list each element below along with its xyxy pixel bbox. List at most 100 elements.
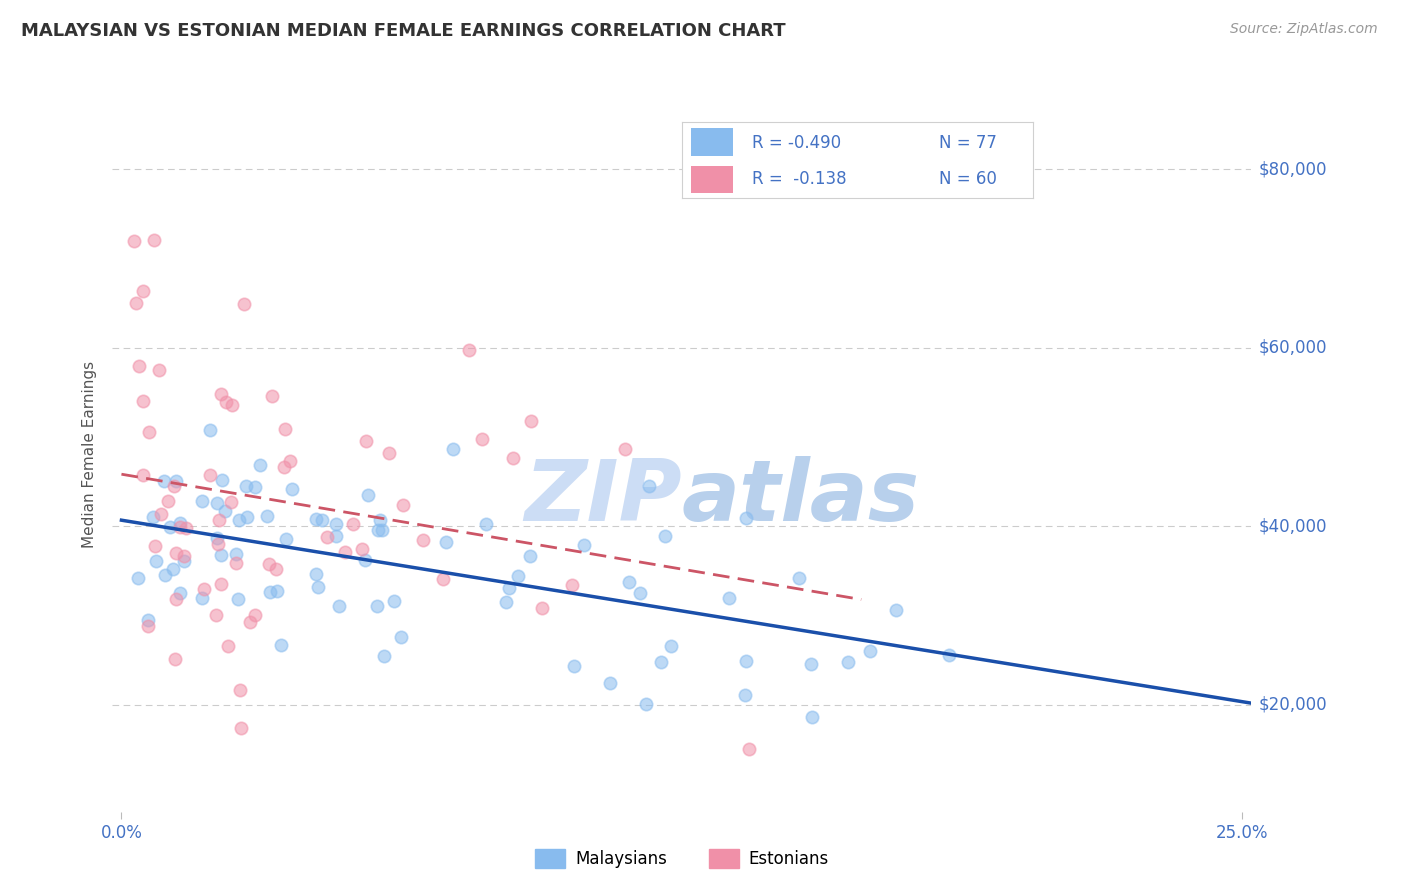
Point xyxy=(165,652,187,666)
Point xyxy=(738,742,761,756)
Point xyxy=(659,639,682,653)
Point xyxy=(325,516,347,531)
Point xyxy=(801,710,824,724)
Point xyxy=(441,442,464,456)
Point xyxy=(243,480,266,494)
Point xyxy=(159,520,181,534)
Point xyxy=(259,584,281,599)
Point xyxy=(305,566,328,581)
Point xyxy=(209,387,232,401)
Point xyxy=(165,591,187,606)
Point xyxy=(311,513,333,527)
Point xyxy=(307,581,329,595)
Point xyxy=(389,630,412,644)
Point xyxy=(368,512,391,526)
Point xyxy=(718,591,741,605)
Point xyxy=(207,496,229,510)
Point xyxy=(325,528,347,542)
Point xyxy=(132,468,155,483)
Text: R = -0.490: R = -0.490 xyxy=(752,134,841,152)
Point xyxy=(209,577,232,591)
Point xyxy=(191,494,214,508)
Text: $40,000: $40,000 xyxy=(1258,517,1327,535)
Point xyxy=(373,648,395,663)
Point xyxy=(142,233,165,247)
Point xyxy=(132,394,155,409)
Point xyxy=(127,571,149,585)
Point xyxy=(562,659,585,673)
Point xyxy=(193,582,215,596)
Point xyxy=(173,554,195,568)
Point xyxy=(328,599,350,613)
Point xyxy=(138,425,160,439)
Point xyxy=(259,557,281,571)
Point xyxy=(125,296,148,310)
Point xyxy=(165,474,187,488)
Point xyxy=(132,284,155,298)
Point xyxy=(357,488,380,502)
Point xyxy=(198,423,221,437)
Point xyxy=(520,414,543,428)
Point xyxy=(333,545,356,559)
Point xyxy=(498,581,520,595)
Point xyxy=(169,520,191,534)
Point xyxy=(475,516,498,531)
Point xyxy=(274,421,297,435)
Point xyxy=(142,509,165,524)
Point xyxy=(207,537,229,551)
Point xyxy=(637,479,659,493)
Point xyxy=(506,568,529,582)
Point xyxy=(165,546,187,560)
Point xyxy=(735,511,758,525)
Point xyxy=(574,538,596,552)
Point xyxy=(735,654,758,668)
Text: $80,000: $80,000 xyxy=(1258,161,1327,178)
Point xyxy=(198,468,221,483)
Point xyxy=(231,721,253,735)
Point xyxy=(221,495,243,509)
Point xyxy=(169,586,191,600)
Point xyxy=(354,434,377,448)
Point xyxy=(837,656,859,670)
Point xyxy=(163,479,186,493)
Point xyxy=(209,548,232,562)
Point xyxy=(617,575,640,590)
Point xyxy=(378,446,401,460)
Point xyxy=(614,442,637,457)
Point xyxy=(264,562,287,576)
Point xyxy=(221,398,243,412)
Y-axis label: Median Female Earnings: Median Female Earnings xyxy=(82,361,97,549)
Point xyxy=(239,615,262,629)
Point xyxy=(938,648,960,662)
Point xyxy=(217,640,239,654)
Point xyxy=(225,556,247,570)
Point xyxy=(208,513,231,527)
Text: atlas: atlas xyxy=(682,456,920,540)
Point xyxy=(316,530,339,544)
Point xyxy=(859,643,882,657)
Text: MALAYSIAN VS ESTONIAN MEDIAN FEMALE EARNINGS CORRELATION CHART: MALAYSIAN VS ESTONIAN MEDIAN FEMALE EARN… xyxy=(21,22,786,40)
Point xyxy=(654,529,676,543)
Point xyxy=(370,523,392,537)
Point xyxy=(174,521,197,535)
Point xyxy=(260,389,283,403)
Text: N = 60: N = 60 xyxy=(939,170,997,188)
Point xyxy=(636,697,658,711)
Point xyxy=(531,601,554,615)
Point xyxy=(350,541,373,556)
Point xyxy=(800,657,823,672)
Point xyxy=(495,594,517,608)
Point xyxy=(228,513,250,527)
Point xyxy=(128,359,150,373)
Point xyxy=(471,432,494,446)
Point xyxy=(191,591,214,605)
Point xyxy=(236,510,259,524)
Point xyxy=(173,549,195,563)
Text: Source: ZipAtlas.com: Source: ZipAtlas.com xyxy=(1230,22,1378,37)
Point xyxy=(152,475,174,489)
Point xyxy=(233,297,256,311)
Point xyxy=(734,688,756,702)
Point xyxy=(391,498,413,512)
Point xyxy=(367,523,389,537)
Point xyxy=(143,539,166,553)
